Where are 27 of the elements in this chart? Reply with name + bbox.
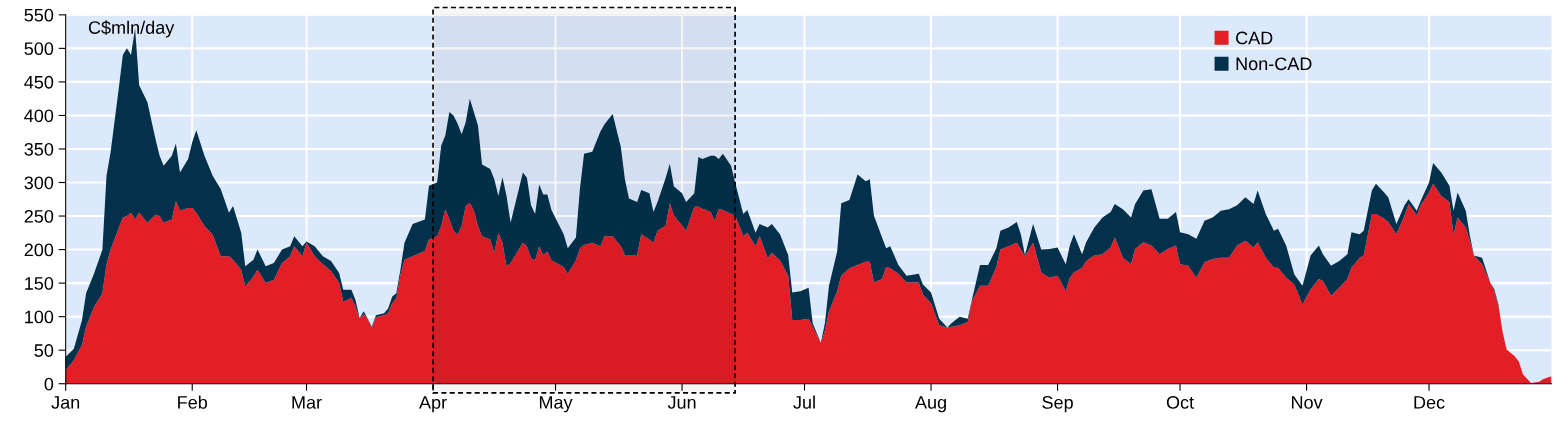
- x-tick-label: Jun: [667, 396, 696, 409]
- x-tick-label: May: [539, 396, 573, 413]
- y-axis-title: C$mln/day: [88, 20, 175, 38]
- x-tick-label: Sep: [1042, 396, 1073, 413]
- x-tick-label: Aug: [915, 396, 946, 413]
- x-tick-label: Feb: [178, 395, 208, 409]
- x-tick-label: Oct: [1166, 396, 1194, 409]
- x-tick-label: Nov: [1292, 396, 1323, 409]
- y-tick-label: 550: [24, 8, 54, 22]
- y-tick-label: 100: [25, 310, 54, 324]
- y-tick-label: 500: [24, 42, 54, 56]
- y-tick-label: 400: [24, 109, 54, 123]
- x-tick-label: Apr: [419, 396, 447, 413]
- legend-label: CAD: [1236, 31, 1273, 45]
- y-tick-label: 150: [25, 277, 54, 290]
- y-tick-label: 350: [24, 142, 54, 156]
- y-tick-label: 0: [44, 377, 54, 391]
- y-tick-label: 50: [34, 344, 54, 357]
- y-tick-label: 250: [24, 209, 54, 223]
- y-tick-label: 200: [24, 243, 54, 257]
- x-tick-label: Mar: [292, 396, 322, 409]
- x-tick-label: Dec: [1414, 396, 1445, 409]
- y-tick-label: 300: [24, 176, 54, 190]
- legend-label: Non-CAD: [1236, 57, 1312, 71]
- x-tick-label: Jul: [793, 395, 815, 409]
- y-tick-label: 450: [24, 75, 54, 89]
- x-tick-label: Jan: [51, 396, 80, 409]
